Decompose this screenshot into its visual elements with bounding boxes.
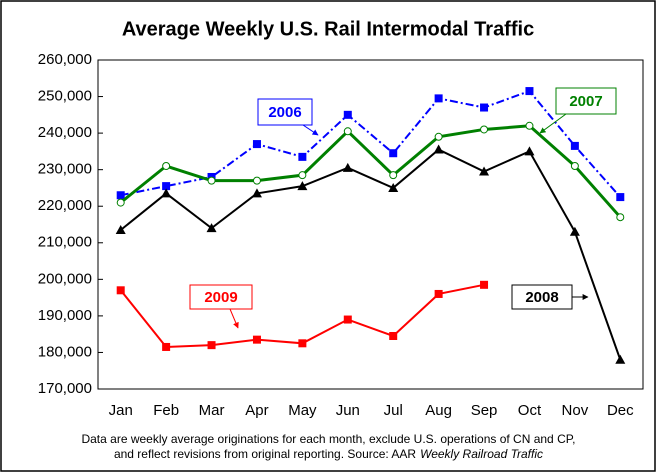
x-tick-label: Feb: [153, 402, 179, 419]
footnote-text: and reflect revisions from original repo…: [113, 447, 417, 461]
legend-box: [555, 87, 617, 115]
legend-box: [511, 284, 573, 310]
footnote-line: Data are weekly average originations for…: [81, 432, 576, 446]
marker: [524, 146, 535, 156]
plot-area: [97, 59, 644, 390]
marker: [388, 182, 399, 192]
marker: [206, 223, 217, 233]
y-tick-label: 170,000: [38, 380, 92, 397]
y-tick-label: 180,000: [38, 343, 92, 360]
x-tick-label: May: [288, 402, 317, 419]
marker: [569, 226, 580, 236]
footnote: Data are weekly average originations for…: [0, 432, 657, 462]
marker: [525, 87, 534, 96]
series-line: [120, 148, 622, 361]
x-tick-label: Dec: [607, 402, 634, 419]
marker: [297, 181, 308, 191]
marker: [252, 140, 261, 149]
legend-label: 2009: [204, 289, 237, 306]
x-tick-label: Mar: [199, 402, 225, 419]
marker: [115, 224, 126, 234]
marker: [162, 162, 171, 171]
marker: [479, 166, 490, 176]
x-tick-label: Apr: [245, 402, 268, 419]
x-tick-label: Nov: [562, 402, 589, 419]
marker: [251, 188, 262, 198]
legend-label: 2007: [569, 93, 602, 110]
marker: [162, 342, 171, 351]
marker: [252, 176, 261, 185]
x-tick-label: Jul: [384, 402, 403, 419]
legend-arrow: [539, 113, 567, 134]
x-tick-label: Jan: [109, 402, 133, 419]
marker: [525, 121, 534, 130]
y-tick-label: 230,000: [38, 161, 92, 178]
marker: [433, 144, 444, 154]
x-tick-label: Jun: [336, 402, 360, 419]
marker: [480, 125, 489, 134]
x-tick-label: Sep: [471, 402, 498, 419]
y-tick-label: 220,000: [38, 197, 92, 214]
marker: [434, 132, 443, 141]
marker: [116, 191, 125, 200]
legend-box: [189, 284, 253, 310]
y-tick-label: 190,000: [38, 307, 92, 324]
marker: [389, 331, 398, 340]
marker: [480, 280, 489, 289]
marker: [162, 182, 171, 191]
marker: [342, 162, 353, 172]
marker: [434, 94, 443, 103]
y-tick-label: 260,000: [38, 51, 92, 68]
marker: [161, 188, 172, 198]
marker: [298, 152, 307, 161]
marker: [343, 315, 352, 324]
y-tick-label: 210,000: [38, 234, 92, 251]
legend-label: 2008: [525, 289, 558, 306]
marker: [298, 171, 307, 180]
marker: [116, 286, 125, 295]
marker: [207, 341, 216, 350]
marker: [252, 335, 261, 344]
legend-box: [257, 98, 313, 126]
marker: [616, 213, 625, 222]
y-tick-label: 240,000: [38, 124, 92, 141]
marker: [389, 149, 398, 158]
footnote-source: Weekly Railroad Traffic: [420, 447, 544, 461]
series-line: [119, 124, 622, 219]
y-tick-label: 250,000: [38, 88, 92, 105]
marker: [207, 176, 216, 185]
marker: [389, 171, 398, 180]
marker: [570, 141, 579, 150]
marker: [616, 193, 625, 202]
marker: [615, 354, 626, 364]
legend-arrow: [302, 124, 319, 136]
x-tick-label: Oct: [518, 402, 542, 419]
chart-title: Average Weekly U.S. Rail Intermodal Traf…: [122, 18, 534, 40]
marker: [480, 103, 489, 112]
legend-label: 2006: [268, 104, 301, 121]
marker: [116, 198, 125, 207]
marker: [298, 339, 307, 348]
marker: [343, 110, 352, 119]
marker: [434, 289, 443, 298]
marker: [570, 162, 579, 171]
y-tick-label: 200,000: [38, 270, 92, 287]
marker: [343, 127, 352, 136]
legend-arrow: [229, 308, 239, 329]
x-tick-label: Aug: [425, 402, 452, 419]
footnote-line: and reflect revisions from original repo…: [0, 447, 657, 462]
